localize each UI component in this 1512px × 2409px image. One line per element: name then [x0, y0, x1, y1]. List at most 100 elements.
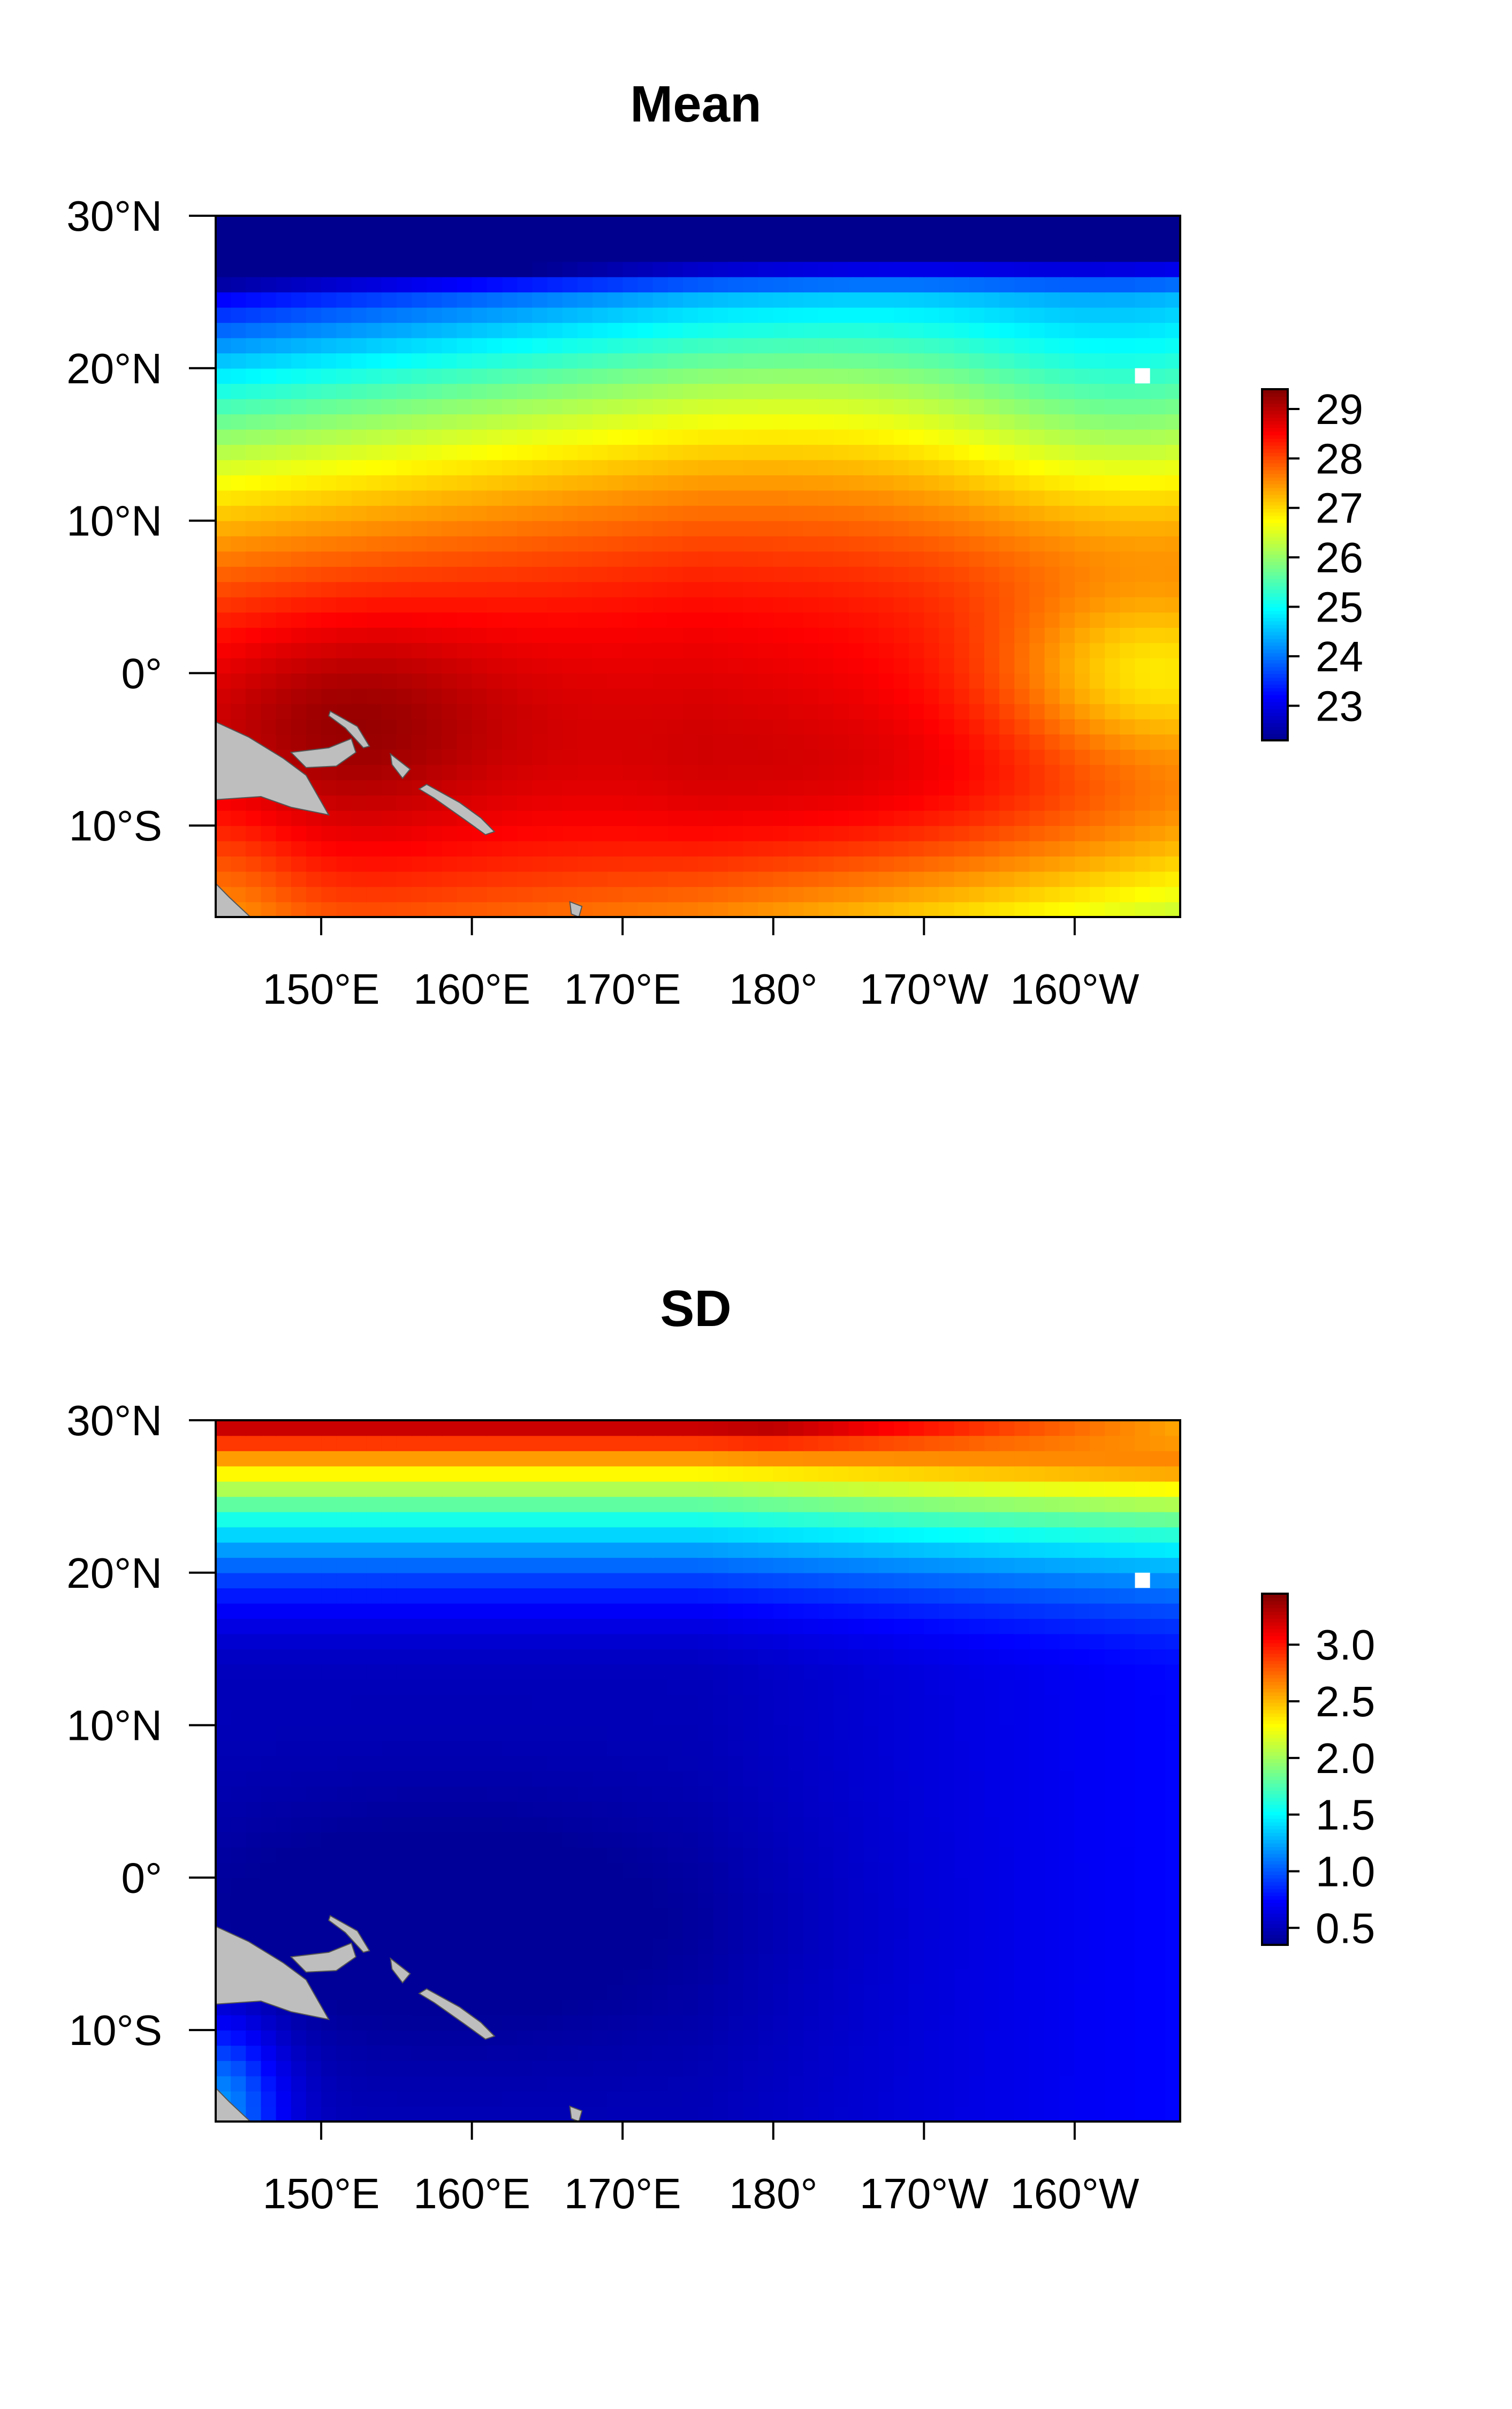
grid-cell — [562, 1892, 578, 1909]
grid-cell — [472, 1771, 488, 1787]
grid-cell — [547, 1725, 563, 1741]
grid-cell — [291, 246, 307, 262]
grid-cell — [999, 902, 1015, 918]
grid-cell — [954, 505, 970, 521]
grid-cell — [803, 1740, 819, 1756]
grid-cell — [728, 2030, 744, 2046]
grid-cell — [622, 1908, 639, 1924]
grid-cell — [698, 1679, 713, 1695]
x-tick-label: 150°E — [263, 965, 380, 1013]
grid-cell — [728, 612, 744, 628]
grid-cell — [366, 612, 382, 628]
grid-cell — [743, 261, 759, 277]
grid-cell — [351, 673, 367, 689]
grid-cell — [728, 216, 744, 232]
grid-cell — [773, 840, 789, 857]
grid-cell — [833, 292, 849, 308]
grid-cell — [472, 1847, 488, 1863]
grid-cell — [848, 734, 864, 750]
grid-cell — [909, 779, 925, 796]
sd-panel: SD 150°E 160°E 170°E 180° 170°W 160°W 30°N 20°N… — [0, 1204, 1512, 2409]
colorbar-step — [1262, 501, 1288, 506]
grid-cell — [607, 840, 624, 857]
grid-cell — [743, 825, 759, 842]
grid-cell — [457, 1816, 473, 1832]
grid-cell — [442, 2030, 458, 2046]
grid-cell — [1044, 871, 1060, 887]
grid-cell — [381, 703, 397, 719]
grid-cell — [396, 322, 412, 338]
grid-cell — [517, 1923, 533, 1940]
grid-cell — [622, 1755, 639, 1771]
grid-cell — [758, 2045, 774, 2061]
grid-cell — [713, 734, 729, 750]
grid-cell — [652, 414, 668, 430]
grid-cell — [713, 2030, 729, 2046]
grid-cell — [592, 551, 608, 567]
grid-cell — [999, 779, 1015, 796]
grid-cell — [788, 779, 804, 796]
grid-cell — [442, 1801, 458, 1817]
grid-cell — [1044, 337, 1060, 354]
grid-cell — [728, 871, 744, 887]
grid-cell — [909, 612, 925, 628]
grid-cell — [1090, 383, 1106, 399]
grid-cell — [306, 718, 322, 735]
grid-cell — [894, 1984, 909, 2000]
grid-cell — [652, 1786, 668, 1802]
grid-cell — [652, 536, 668, 552]
grid-cell — [1135, 856, 1151, 872]
grid-cell — [487, 596, 503, 613]
grid-cell — [1105, 398, 1121, 415]
grid-cell — [909, 536, 925, 552]
grid-cell — [487, 795, 503, 811]
grid-cell — [366, 337, 382, 354]
grid-cell — [878, 887, 894, 903]
grid-cell — [803, 749, 819, 766]
grid-cell — [939, 276, 955, 293]
grid-cell — [532, 596, 548, 613]
grid-cell — [969, 2060, 985, 2077]
grid-cell — [954, 536, 970, 552]
grid-cell — [652, 1862, 668, 1878]
grid-cell — [1165, 840, 1181, 857]
grid-cell — [818, 642, 834, 658]
grid-cell — [1120, 520, 1136, 536]
grid-cell — [1074, 261, 1090, 277]
grid-cell — [743, 810, 759, 826]
grid-cell — [833, 718, 849, 735]
grid-cell — [427, 627, 443, 643]
grid-cell — [637, 703, 654, 719]
grid-cell — [517, 779, 533, 796]
grid-cell — [1029, 1908, 1045, 1924]
grid-cell — [698, 566, 713, 582]
grid-cell — [698, 703, 713, 719]
grid-cell — [863, 1664, 879, 1680]
grid-cell — [758, 414, 774, 430]
grid-cell — [1120, 459, 1136, 475]
grid-cell — [939, 1816, 955, 1832]
grid-cell — [788, 825, 804, 842]
grid-cell — [231, 1710, 247, 1726]
grid-cell — [457, 596, 473, 613]
grid-cell — [667, 536, 683, 552]
grid-cell — [848, 1953, 864, 1970]
grid-cell — [291, 276, 307, 293]
grid-cell — [276, 657, 292, 674]
grid-cell — [306, 1862, 322, 1878]
grid-cell — [637, 322, 654, 338]
grid-cell — [1165, 810, 1181, 826]
grid-cell — [246, 2075, 262, 2092]
grid-cell — [1135, 2030, 1151, 2046]
grid-cell — [472, 398, 488, 415]
grid-cell — [487, 2045, 503, 2061]
grid-cell — [607, 810, 624, 826]
grid-cell — [863, 1892, 879, 1909]
grid-cell — [1120, 1710, 1136, 1726]
grid-cell — [472, 520, 488, 536]
grid-cell — [1029, 871, 1045, 887]
grid-cell — [924, 368, 940, 384]
grid-cell — [351, 2075, 367, 2092]
grid-cell — [863, 642, 879, 658]
grid-cell — [818, 1786, 834, 1802]
